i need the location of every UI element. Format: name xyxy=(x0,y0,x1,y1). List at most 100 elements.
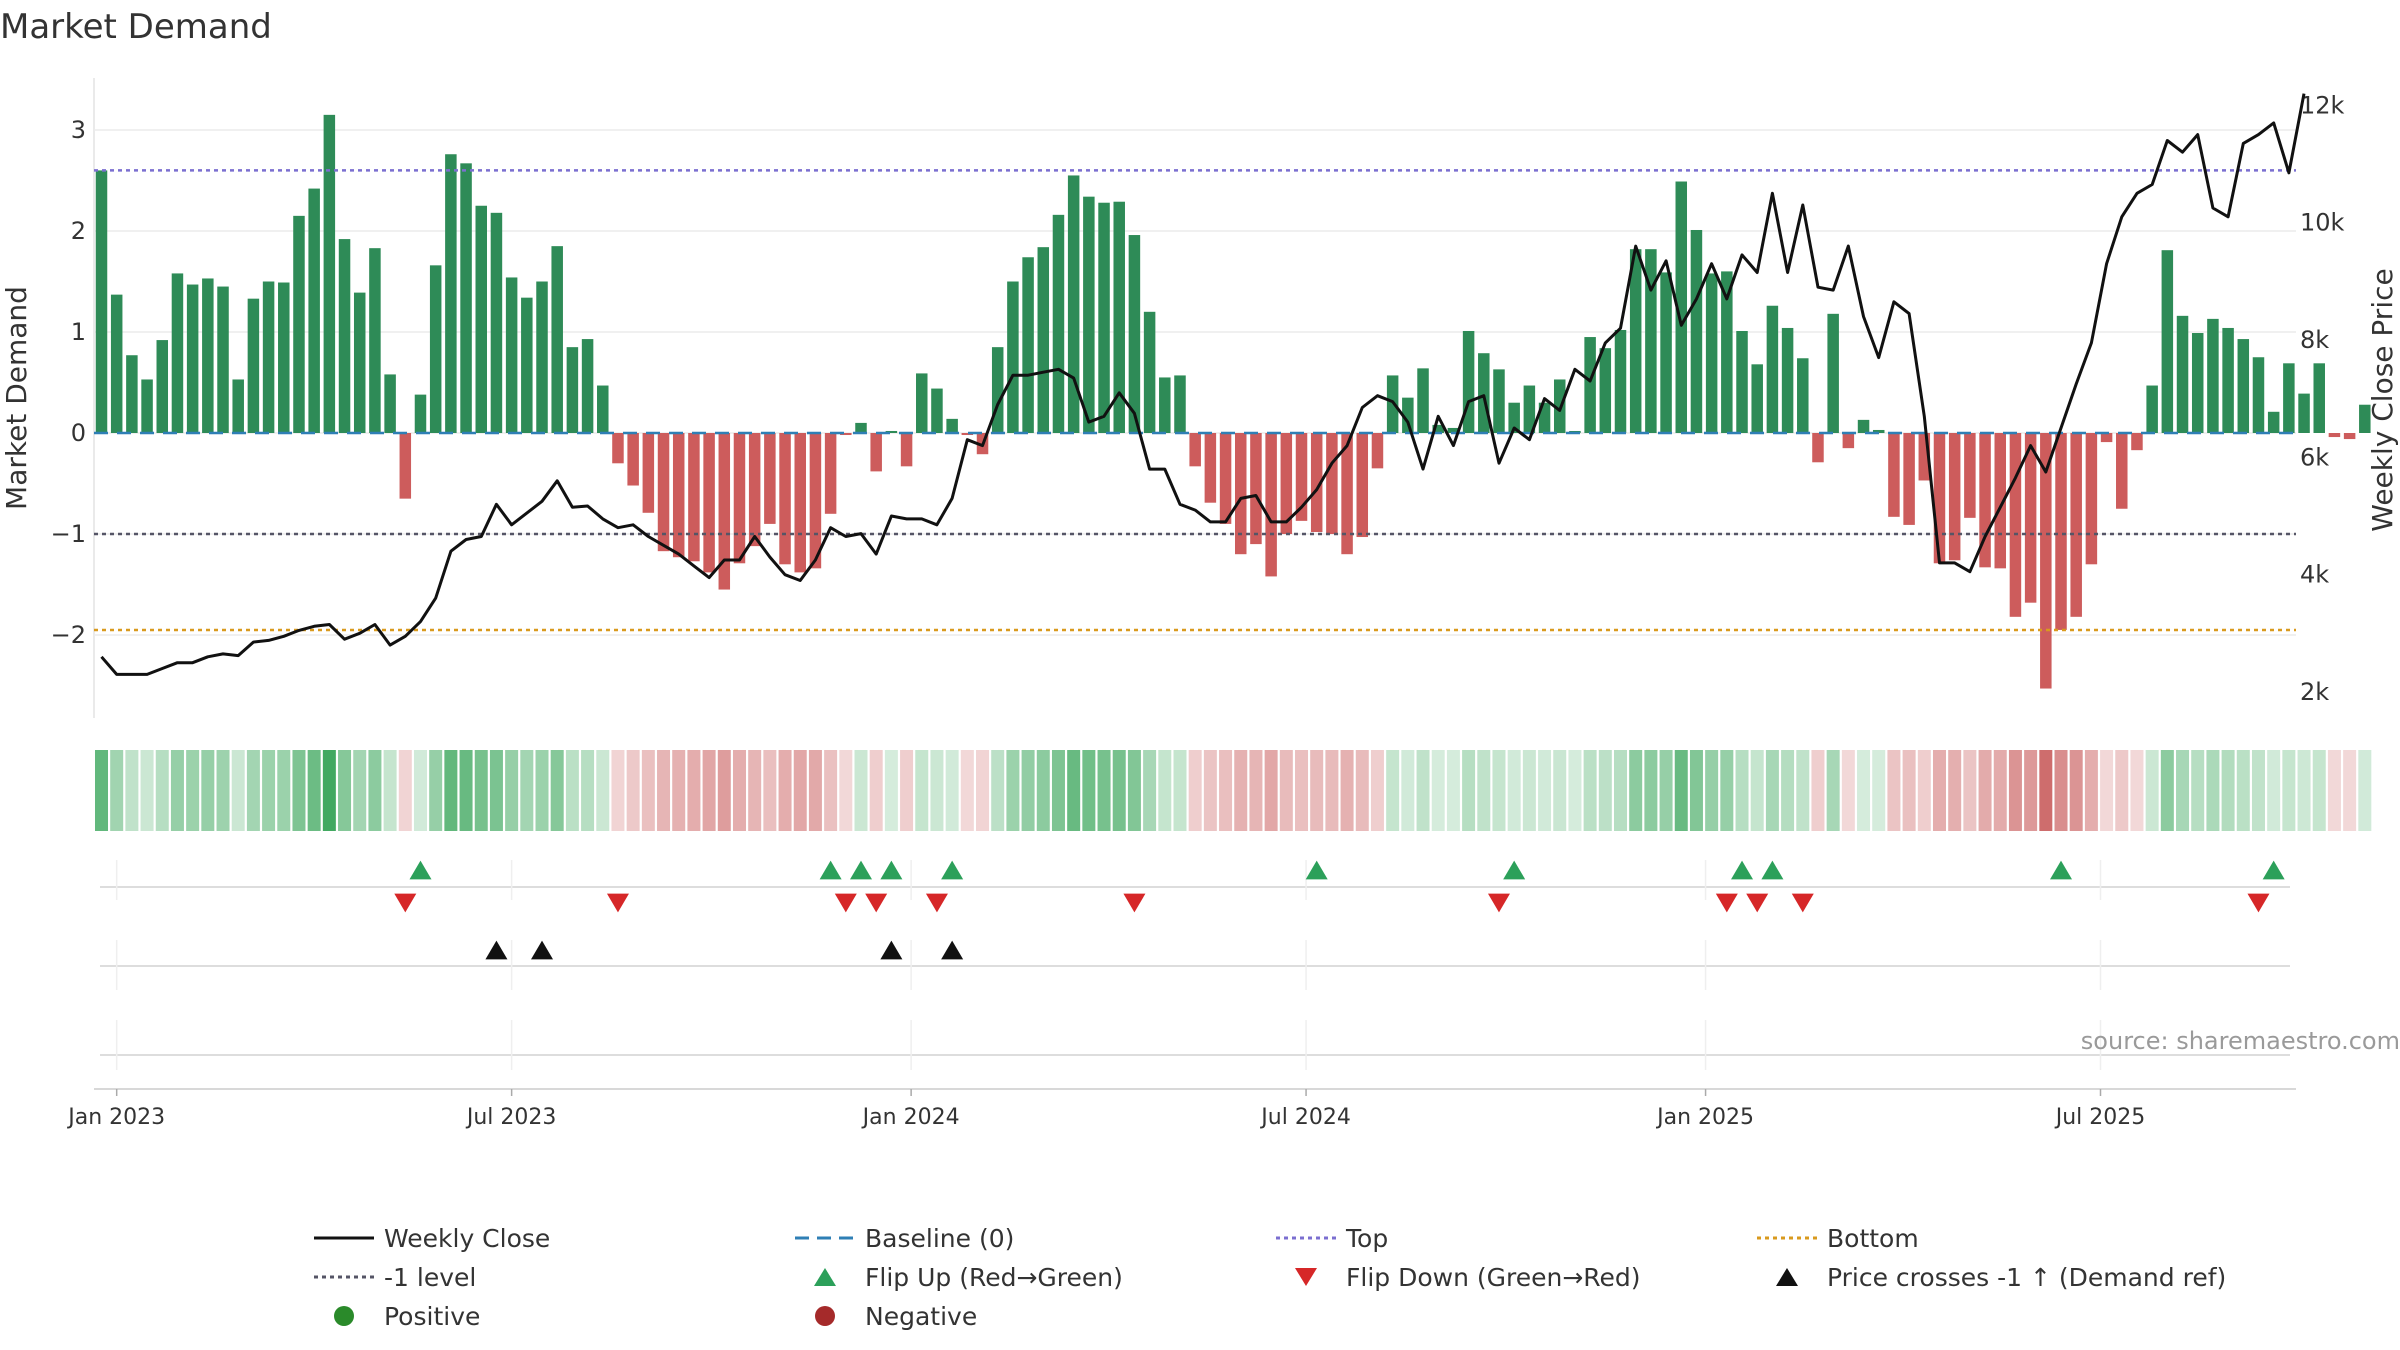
heatmap-cell xyxy=(808,750,822,831)
flip-up-marker xyxy=(850,860,872,880)
heatmap-cell xyxy=(793,750,807,831)
heatmap-cell xyxy=(110,750,124,831)
demand-bar xyxy=(1128,235,1141,433)
flip-up-marker xyxy=(1503,860,1526,880)
heatmap-cell xyxy=(1173,750,1187,831)
legend-label: Negative xyxy=(865,1302,977,1331)
demand-bar xyxy=(612,433,624,464)
demand-bar xyxy=(840,433,852,436)
heatmap-cell xyxy=(1689,750,1703,831)
heatmap-cell xyxy=(1416,750,1430,831)
heatmap-cell xyxy=(1006,750,1020,831)
legend-swatch xyxy=(334,1306,354,1326)
heatmap-cell xyxy=(930,750,944,831)
demand-bar xyxy=(1295,433,1308,521)
demand-bar xyxy=(2009,433,2022,617)
legend-swatch xyxy=(814,1268,836,1286)
heatmap-cell xyxy=(1234,750,1248,831)
demand-bar xyxy=(566,347,579,433)
heatmap-cell xyxy=(1325,750,1339,831)
heatmap-cell xyxy=(1446,750,1460,831)
heatmap-cell xyxy=(1203,750,1217,831)
heatmap-cell xyxy=(1370,750,1384,831)
legend-label: Baseline (0) xyxy=(865,1224,1014,1253)
demand-bar xyxy=(2024,433,2037,603)
heatmap-cell xyxy=(95,750,108,831)
demand-bar xyxy=(1933,433,1946,564)
heatmap-cell xyxy=(2176,750,2190,831)
demand-bar xyxy=(1599,348,1612,433)
demand-bar xyxy=(1538,402,1551,433)
heatmap-cell xyxy=(1097,750,1111,831)
demand-bar xyxy=(1857,419,1870,433)
legend-label: Positive xyxy=(384,1302,480,1331)
heatmap-cell xyxy=(900,750,914,831)
heatmap-cell xyxy=(1112,750,1126,831)
demand-bar xyxy=(794,433,806,573)
price-series xyxy=(100,93,2306,676)
flip-up-marker xyxy=(409,860,432,880)
heatmap-cell xyxy=(520,750,534,831)
demand-bar xyxy=(1842,433,1855,449)
flip-down-marker xyxy=(1746,893,1769,913)
demand-bar xyxy=(1341,433,1353,555)
price-cross-marker xyxy=(941,940,964,960)
demand-bar xyxy=(1098,202,1110,433)
x-axis-ticks: Jan 2023 Jul 2023 Jan 2024 Jul 2024 Jan 2025… xyxy=(66,1089,2145,1130)
demand-bar xyxy=(2040,433,2052,689)
demand-bar xyxy=(338,239,351,433)
heatmap-cell xyxy=(626,750,640,831)
heatmap-cell xyxy=(1522,750,1536,831)
heatmap-cell xyxy=(869,750,883,831)
legend-swatch xyxy=(1776,1268,1798,1286)
heatmap-cell xyxy=(672,750,686,831)
demand-bar xyxy=(1675,181,1688,433)
heatmap-cell xyxy=(1067,750,1081,831)
y2-tick-label: 12k xyxy=(2300,91,2345,119)
demand-bar xyxy=(1113,201,1125,433)
heatmap-cell xyxy=(1386,750,1400,831)
demand-bar xyxy=(1614,329,1627,433)
demand-bar xyxy=(1903,433,1915,525)
demand-bar xyxy=(1888,433,1900,517)
heatmap-cell xyxy=(1462,750,1476,831)
y-tick-label: −2 xyxy=(51,621,86,649)
signal-markers xyxy=(394,860,2285,960)
flip-up-marker xyxy=(2262,860,2285,880)
heatmap-cell xyxy=(216,750,230,831)
heatmap-cell xyxy=(884,750,898,831)
heatmap-cell xyxy=(1841,750,1855,831)
flip-up-marker xyxy=(819,860,842,880)
heatmap-cell xyxy=(140,750,154,831)
x-tick-label: Jan 2025 xyxy=(1655,1105,1754,1130)
demand-bar xyxy=(353,292,366,433)
heatmap-cell xyxy=(1720,750,1734,831)
heatmap-cell xyxy=(1735,750,1749,831)
y-tick-label: 3 xyxy=(71,116,86,144)
heatmap-cell xyxy=(2236,750,2250,831)
flip-up-marker xyxy=(1305,860,1328,880)
heatmap-cell xyxy=(1948,750,1962,831)
y2-axis-ticks: 12k 10k 8k 6k 4k 2k xyxy=(2300,91,2345,706)
heatmap-cell xyxy=(1750,750,1764,831)
demand-bar xyxy=(1508,402,1520,433)
demand-bar xyxy=(885,430,898,433)
heatmap-cell xyxy=(1340,750,1354,831)
demand-bar xyxy=(916,373,928,433)
heatmap-cell xyxy=(1811,750,1825,831)
heatmap-cell xyxy=(1507,750,1521,831)
legend-swatch xyxy=(815,1306,835,1326)
heatmap-cell xyxy=(489,750,503,831)
demand-bar xyxy=(384,374,396,433)
demand-bar xyxy=(1979,433,1991,568)
demand-bar xyxy=(1964,433,1976,518)
demand-bar xyxy=(2252,357,2265,433)
heatmap-cell xyxy=(292,750,306,831)
x-tick-label: Jul 2024 xyxy=(1259,1105,1351,1130)
demand-bar xyxy=(1037,247,1050,433)
demand-bar xyxy=(733,433,746,564)
demand-bar xyxy=(1265,433,1277,577)
heatmap-cell xyxy=(1781,750,1795,831)
heatmap-cell xyxy=(155,750,169,831)
heatmap-cell xyxy=(186,750,200,831)
